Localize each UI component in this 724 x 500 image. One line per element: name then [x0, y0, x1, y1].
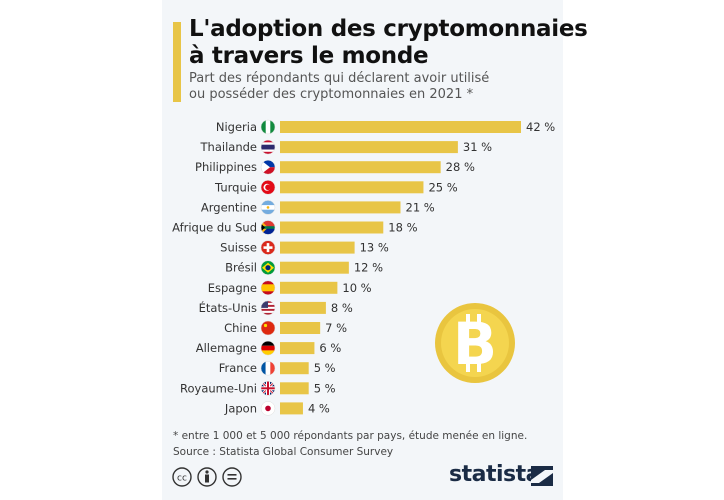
license-icons[interactable]: cc — [172, 466, 252, 488]
category-label: Nigeria — [216, 120, 257, 134]
attribution-icon[interactable] — [197, 467, 217, 487]
bar — [280, 241, 355, 254]
value-label: 28 % — [446, 160, 475, 174]
category-label: Turquie — [214, 180, 257, 194]
statista-logo[interactable]: statista — [449, 462, 540, 487]
bar-row: États-Unis 8 % — [199, 300, 353, 316]
bar — [280, 161, 441, 174]
category-label: Japon — [224, 401, 257, 415]
value-label: 7 % — [325, 321, 347, 335]
bar-row: Brésil 12 % — [225, 260, 383, 275]
bar — [280, 201, 401, 214]
title-line-2: à travers le monde — [189, 43, 429, 69]
bar — [280, 261, 349, 274]
japan-flag-icon — [261, 401, 275, 416]
value-label: 31 % — [463, 140, 492, 154]
bar-row: Suisse 13 % — [220, 240, 389, 255]
value-label: 5 % — [314, 361, 336, 375]
category-label: Suisse — [220, 241, 257, 255]
philippines-flag-icon — [261, 160, 275, 175]
bar — [280, 221, 384, 234]
china-flag-icon — [261, 321, 275, 335]
subtitle-line-1: Part des répondants qui déclarent avoir … — [189, 71, 490, 86]
svg-text:B: B — [453, 310, 497, 378]
bar — [280, 362, 309, 375]
category-label: Argentine — [201, 200, 257, 214]
bar — [280, 181, 424, 194]
bar-row: Espagne 10 % — [208, 280, 372, 296]
bar-row: Nigeria 42 % — [216, 119, 555, 135]
france-flag-icon — [261, 361, 275, 376]
creative-commons-icon[interactable]: cc — [172, 467, 192, 487]
usa-flag-icon — [261, 300, 275, 315]
bar-row: Philippines 28 % — [195, 159, 475, 175]
category-label: Royaume-Uni — [180, 381, 257, 395]
chart-subtitle: Part des répondants qui déclarent avoir … — [189, 71, 489, 103]
value-label: 5 % — [314, 381, 336, 395]
value-label: 42 % — [526, 120, 555, 134]
spain-flag-icon — [261, 280, 275, 295]
bar — [280, 121, 521, 133]
bar — [280, 342, 315, 355]
value-label: 10 % — [342, 281, 371, 295]
footnote: * entre 1 000 et 5 000 répondants par pa… — [173, 428, 527, 460]
value-label: 6 % — [319, 341, 341, 355]
category-label: Chine — [224, 321, 257, 335]
thailand-flag-icon — [261, 140, 275, 155]
bar — [280, 382, 309, 395]
bar — [280, 281, 338, 294]
bar-row: Japon 4 % — [224, 401, 330, 416]
value-label: 12 % — [354, 261, 383, 275]
bar-row: France 5 % — [219, 360, 336, 376]
title-line-1: L'adoption des cryptomonnaies — [189, 16, 588, 42]
bar — [280, 322, 321, 334]
statista-logo-mark — [531, 466, 553, 486]
bar-row: Allemagne 6 % — [196, 340, 341, 356]
bar-row: Argentine 21 % — [201, 200, 435, 215]
bar-row: Turquie 25 % — [214, 180, 458, 195]
bar-row: Thailande 31 % — [200, 139, 492, 155]
category-label: Allemagne — [196, 341, 257, 355]
bar-row: Royaume-Uni 5 % — [180, 381, 336, 396]
brazil-flag-icon — [261, 260, 275, 275]
value-label: 8 % — [331, 301, 353, 315]
nigeria-flag-icon — [261, 120, 275, 134]
category-label: Philippines — [195, 160, 257, 174]
bar-row: Chine 7 % — [224, 320, 347, 336]
bitcoin-coin-icon: B — [435, 303, 515, 383]
argentina-flag-icon — [261, 200, 275, 215]
switzerland-flag-icon — [261, 240, 275, 255]
bar-row: Afrique du Sud 18 % — [172, 220, 418, 235]
value-label: 18 % — [388, 221, 417, 235]
infographic-card — [162, 0, 563, 500]
category-label: États-Unis — [199, 300, 257, 315]
title-accent-bar — [173, 22, 181, 102]
chart-title: L'adoption des cryptomonnaies à travers … — [189, 16, 588, 70]
germany-flag-icon — [261, 341, 275, 356]
footnote-text: * entre 1 000 et 5 000 répondants par pa… — [173, 430, 528, 442]
svg-text:cc: cc — [177, 474, 187, 484]
category-label: Afrique du Sud — [172, 221, 257, 235]
value-label: 13 % — [360, 241, 389, 255]
uk-flag-icon — [261, 381, 275, 396]
category-label: Brésil — [225, 261, 257, 275]
category-label: Espagne — [208, 281, 257, 295]
value-label: 4 % — [308, 401, 330, 415]
bar — [280, 301, 326, 314]
bar — [280, 402, 303, 415]
turkey-flag-icon — [261, 180, 275, 195]
subtitle-line-2: ou posséder des cryptomonnaies en 2021 * — [189, 87, 474, 102]
south-africa-flag-icon — [261, 220, 275, 235]
source-text: Source : Statista Global Consumer Survey — [173, 446, 394, 458]
category-label: France — [219, 361, 257, 375]
no-derivatives-icon[interactable] — [222, 467, 242, 487]
category-label: Thailande — [200, 140, 257, 154]
value-label: 21 % — [406, 200, 435, 214]
bar — [280, 141, 458, 154]
value-label: 25 % — [428, 180, 457, 194]
